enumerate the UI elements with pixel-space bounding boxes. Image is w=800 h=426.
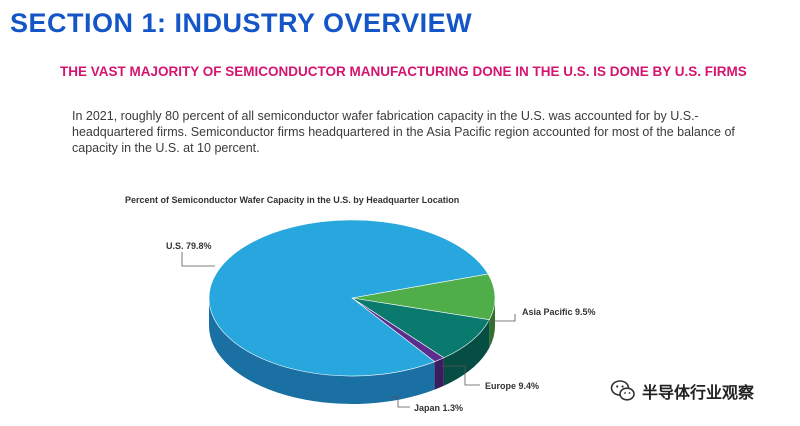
data-label: U.S. 79.8% [166,241,212,251]
pie-side-u-s- [209,298,435,405]
watermark: 半导体行业观察 [610,378,754,404]
leader-line [390,396,410,408]
wechat-icon [610,380,635,401]
pie-slice-asia-pacific [351,273,496,321]
section-title: SECTION 1: INDUSTRY OVERVIEW [10,8,473,38]
leader-line [442,365,480,386]
data-label: Europe 9.4% [485,381,539,391]
watermark-text: 半导体行业观察 [642,385,755,402]
intro-paragraph: In 2021, roughly 80 percent of all semic… [72,109,735,155]
pie-side-asia-pacific [489,298,495,348]
pie-slice-u-s- [208,219,489,377]
pie-side-europe [443,319,490,386]
leader-line [488,314,516,322]
pie-side-japan [434,357,444,390]
data-label: Asia Pacific 9.5% [522,307,596,317]
data-label: Japan 1.3% [414,403,463,413]
page-subtitle: THE VAST MAJORITY OF SEMICONDUCTOR MANUF… [60,64,747,79]
chart-title: Percent of Semiconductor Wafer Capacity … [125,195,460,205]
leader-line [181,252,215,267]
